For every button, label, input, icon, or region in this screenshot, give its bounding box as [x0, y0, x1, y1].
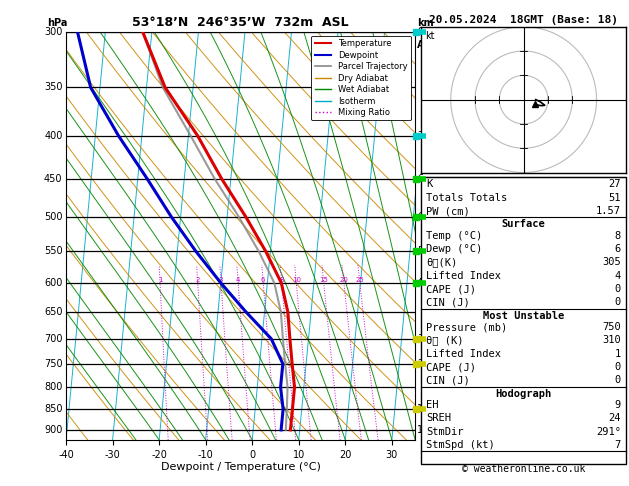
- Text: 750: 750: [602, 322, 621, 332]
- Text: 4: 4: [236, 277, 240, 283]
- Text: Hodograph: Hodograph: [496, 389, 552, 399]
- Text: 450: 450: [44, 174, 62, 184]
- Text: K: K: [426, 179, 433, 190]
- Text: 1: 1: [158, 277, 162, 283]
- Text: 850: 850: [44, 404, 62, 414]
- Text: 4: 4: [615, 271, 621, 281]
- Text: 1.57: 1.57: [596, 206, 621, 216]
- Text: ASL: ASL: [417, 40, 438, 50]
- Text: 0: 0: [615, 297, 621, 308]
- Text: 8: 8: [615, 231, 621, 241]
- Text: 350: 350: [44, 83, 62, 92]
- Text: Most Unstable: Most Unstable: [483, 311, 564, 321]
- Text: CAPE (J): CAPE (J): [426, 284, 476, 294]
- Text: 700: 700: [44, 334, 62, 344]
- Text: 650: 650: [44, 307, 62, 317]
- Text: Temp (°C): Temp (°C): [426, 231, 482, 241]
- Text: θᴄ(K): θᴄ(K): [426, 258, 458, 267]
- Text: 750: 750: [44, 359, 62, 369]
- Text: 8: 8: [417, 27, 423, 36]
- Text: 7: 7: [615, 440, 621, 450]
- Text: CIN (J): CIN (J): [426, 297, 470, 308]
- Text: CIN (J): CIN (J): [426, 376, 470, 385]
- Text: 3: 3: [417, 334, 423, 344]
- Text: 310: 310: [602, 335, 621, 346]
- Text: 300: 300: [44, 27, 62, 36]
- Text: 291°: 291°: [596, 427, 621, 437]
- Text: 10: 10: [292, 277, 301, 283]
- Text: 20.05.2024  18GMT (Base: 18): 20.05.2024 18GMT (Base: 18): [429, 15, 618, 25]
- Legend: Temperature, Dewpoint, Parcel Trajectory, Dry Adiabat, Wet Adiabat, Isotherm, Mi: Temperature, Dewpoint, Parcel Trajectory…: [311, 36, 411, 121]
- Text: 3: 3: [219, 277, 223, 283]
- X-axis label: Dewpoint / Temperature (°C): Dewpoint / Temperature (°C): [160, 462, 321, 472]
- Text: Surface: Surface: [502, 219, 545, 229]
- Text: 25: 25: [355, 277, 364, 283]
- Text: Totals Totals: Totals Totals: [426, 193, 508, 203]
- Text: StmDir: StmDir: [426, 427, 464, 437]
- Text: 7: 7: [417, 131, 423, 141]
- Text: 550: 550: [44, 246, 62, 256]
- Text: StmSpd (kt): StmSpd (kt): [426, 440, 495, 450]
- Text: 51: 51: [608, 193, 621, 203]
- Text: © weatheronline.co.uk: © weatheronline.co.uk: [462, 464, 586, 474]
- Text: 0: 0: [615, 376, 621, 385]
- Text: 6: 6: [417, 174, 423, 184]
- Text: Dewp (°C): Dewp (°C): [426, 244, 482, 254]
- Text: 1: 1: [417, 404, 423, 414]
- Text: Pressure (mb): Pressure (mb): [426, 322, 508, 332]
- Text: 9: 9: [615, 400, 621, 410]
- Text: 600: 600: [44, 278, 62, 288]
- Text: 27: 27: [608, 179, 621, 190]
- Text: 6: 6: [261, 277, 265, 283]
- Text: PW (cm): PW (cm): [426, 206, 470, 216]
- Text: 305: 305: [602, 258, 621, 267]
- Text: 500: 500: [44, 212, 62, 222]
- Text: 0: 0: [615, 284, 621, 294]
- Text: 1LCL: 1LCL: [417, 425, 441, 435]
- Text: 8: 8: [279, 277, 284, 283]
- Text: 6: 6: [417, 212, 423, 222]
- Text: Mixing Ratio (g/kg): Mixing Ratio (g/kg): [436, 190, 446, 282]
- Text: 2: 2: [196, 277, 200, 283]
- Text: 4: 4: [417, 278, 423, 288]
- Text: 15: 15: [320, 277, 328, 283]
- Text: 5: 5: [417, 246, 423, 256]
- Text: CAPE (J): CAPE (J): [426, 362, 476, 372]
- Text: hPa: hPa: [47, 17, 67, 28]
- Text: kt: kt: [426, 31, 435, 41]
- Text: 900: 900: [44, 425, 62, 435]
- Text: 0: 0: [615, 362, 621, 372]
- Text: 400: 400: [44, 131, 62, 141]
- Text: km: km: [417, 17, 433, 28]
- Text: θᴄ (K): θᴄ (K): [426, 335, 464, 346]
- Text: SREH: SREH: [426, 414, 452, 423]
- Text: Lifted Index: Lifted Index: [426, 349, 501, 359]
- Title: 53°18’N  246°35’W  732m  ASL: 53°18’N 246°35’W 732m ASL: [132, 16, 349, 29]
- Text: 6: 6: [615, 244, 621, 254]
- Text: Lifted Index: Lifted Index: [426, 271, 501, 281]
- Text: 2: 2: [417, 359, 423, 369]
- Text: 1: 1: [615, 349, 621, 359]
- Text: EH: EH: [426, 400, 439, 410]
- Text: 24: 24: [608, 414, 621, 423]
- Text: 800: 800: [44, 382, 62, 392]
- Text: 20: 20: [340, 277, 348, 283]
